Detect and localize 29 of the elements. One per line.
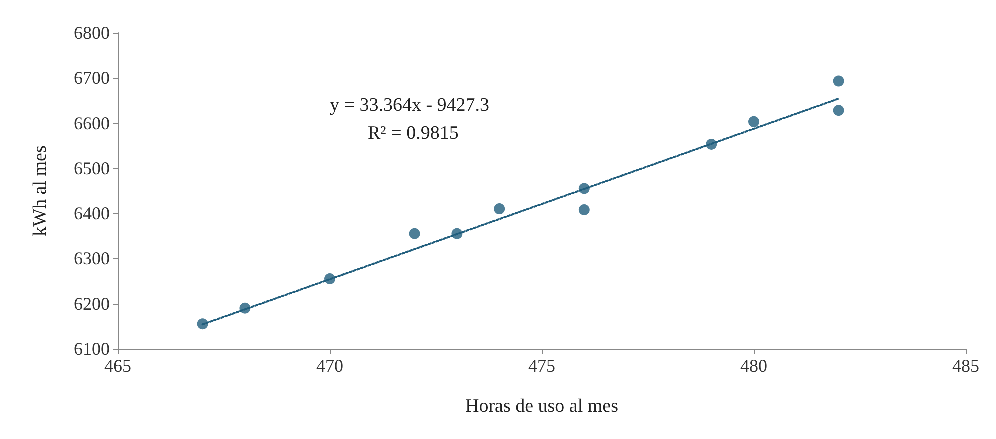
x-tick-label: 465 [104, 356, 132, 376]
y-tick-label: 6400 [74, 204, 110, 224]
y-tick-label: 6800 [74, 23, 110, 43]
y-tick-label: 6200 [74, 294, 110, 314]
x-tick-label: 475 [528, 356, 556, 376]
point [833, 105, 844, 116]
point [578, 204, 590, 216]
annotation: R² = 0.9815 [368, 123, 459, 144]
point [706, 139, 718, 150]
y-axis-title: kWh al mes [30, 146, 51, 236]
y-tick-label: 6500 [74, 158, 110, 178]
point [494, 204, 506, 215]
annotation: y = 33.364x - 9427.3 [330, 95, 490, 116]
y-tick-label: 6600 [74, 113, 110, 134]
point [197, 318, 208, 330]
point [324, 274, 336, 285]
point [409, 228, 420, 240]
x-tick-label: 485 [952, 356, 980, 376]
x-axis-title: Horas de uso al mes [465, 396, 619, 417]
y-tick-label: 6300 [74, 248, 110, 269]
point [748, 116, 760, 128]
point [578, 183, 590, 194]
x-tick-label: 470 [316, 356, 344, 376]
point [452, 228, 463, 240]
x-tick-label: 480 [740, 356, 768, 376]
point [240, 302, 251, 314]
y-tick-label: 6700 [74, 68, 110, 88]
point [833, 76, 844, 87]
y-tick-label: 6100 [74, 339, 110, 359]
